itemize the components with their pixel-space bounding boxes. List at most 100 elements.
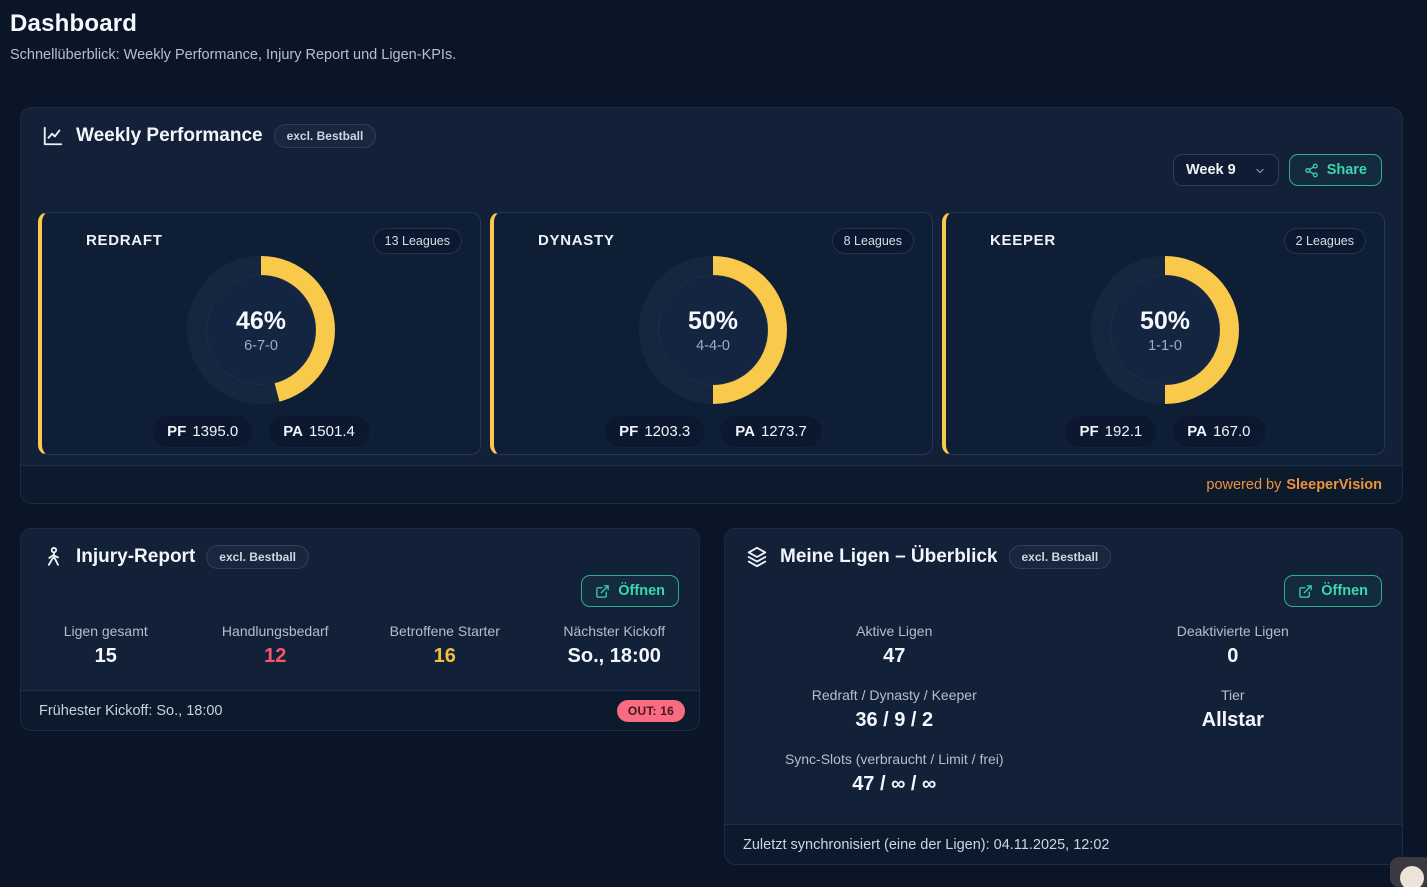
redraft-donut-chart: 46% 6-7-0 — [187, 256, 335, 404]
share-icon — [1304, 163, 1318, 177]
redraft-pa-pill: PA 1501.4 — [267, 415, 371, 448]
dynasty-donut-chart: 50% 4-4-0 — [639, 256, 787, 404]
redraft-pf-value: 1395.0 — [192, 423, 239, 440]
keeper-pf-pill: PF 192.1 — [1063, 415, 1159, 448]
redraft-win-percent: 46% — [235, 306, 287, 335]
stat-handlungsbedarf-label: Handlungsbedarf — [221, 623, 329, 639]
keeper-pa-pill: PA 167.0 — [1171, 415, 1267, 448]
injury-bestball-badge: excl. Bestball — [206, 545, 309, 569]
stat-naechster-kickoff-value: So., 18:00 — [567, 645, 661, 667]
weekly-card-header: Weekly Performance excl. Bestball — [21, 108, 1402, 148]
external-link-icon — [596, 584, 610, 598]
stat-sync-slots-label: Sync-Slots (verbraucht / Limit / frei) — [784, 751, 1004, 767]
stat-empty-cell — [1064, 751, 1403, 796]
stat-naechster-kickoff-label: Nächster Kickoff — [563, 623, 666, 639]
stat-tier-label: Tier — [1220, 687, 1245, 703]
stat-league-type-split: Redraft / Dynasty / Keeper 36 / 9 / 2 — [725, 687, 1064, 732]
tile-keeper-leagues-badge: 2 Leagues — [1283, 228, 1366, 254]
external-link-icon — [1299, 584, 1313, 598]
pf-label: PF — [1079, 423, 1099, 440]
keeper-record: 1-1-0 — [1148, 337, 1182, 354]
leagues-open-label: Öffnen — [1321, 583, 1368, 599]
injury-stats: Ligen gesamt 15 Handlungsbedarf 12 Betro… — [21, 623, 699, 668]
dynasty-record: 4-4-0 — [696, 337, 730, 354]
redraft-pa-value: 1501.4 — [308, 423, 355, 440]
keeper-pa-value: 167.0 — [1212, 423, 1251, 440]
page-subtitle: Schnellüberblick: Weekly Performance, In… — [10, 47, 457, 63]
keeper-pf-value: 192.1 — [1104, 423, 1143, 440]
stat-betroffene-starter-label: Betroffene Starter — [389, 623, 500, 639]
stat-deaktivierte-ligen-value: 0 — [1227, 645, 1239, 667]
stat-league-type-split-value: 36 / 9 / 2 — [855, 709, 934, 731]
injury-open-label: Öffnen — [618, 583, 665, 599]
tile-redraft: REDRAFT 13 Leagues 46% 6-7-0 PF 1395.0 P… — [38, 212, 481, 455]
dynasty-win-percent: 50% — [687, 306, 739, 335]
out-count-badge: OUT: 16 — [616, 699, 685, 722]
pa-label: PA — [1187, 423, 1207, 440]
dynasty-pf-pill: PF 1203.3 — [603, 415, 707, 448]
page-title: Dashboard — [10, 10, 138, 37]
floating-widget-avatar — [1400, 866, 1424, 887]
stat-handlungsbedarf-value: 12 — [264, 645, 287, 667]
floating-widget-button[interactable] — [1390, 857, 1427, 887]
redraft-pf-pill: PF 1395.0 — [151, 415, 255, 448]
earliest-kickoff-text: Frühester Kickoff: So., 18:00 — [39, 702, 223, 719]
stat-league-type-split-label: Redraft / Dynasty / Keeper — [811, 687, 977, 703]
tile-keeper-name: KEEPER — [990, 232, 1056, 249]
pf-label: PF — [619, 423, 639, 440]
stat-betroffene-starter-value: 16 — [433, 645, 456, 667]
stat-ligen-gesamt: Ligen gesamt 15 — [21, 623, 191, 668]
tile-dynasty: DYNASTY 8 Leagues 50% 4-4-0 PF 1203.3 PA — [490, 212, 933, 455]
chevron-down-icon — [1254, 164, 1266, 176]
stat-aktive-ligen-value: 47 — [883, 645, 906, 667]
pa-label: PA — [283, 423, 303, 440]
stat-naechster-kickoff: Nächster Kickoff So., 18:00 — [530, 623, 700, 668]
keeper-win-percent: 50% — [1139, 306, 1191, 335]
powered-by-label: powered by — [1206, 476, 1282, 493]
last-sync-text: Zuletzt synchronisiert (eine der Ligen):… — [743, 836, 1110, 853]
injury-open-button[interactable]: Öffnen — [581, 575, 679, 607]
stat-betroffene-starter: Betroffene Starter 16 — [360, 623, 530, 668]
stat-sync-slots: Sync-Slots (verbraucht / Limit / frei) 4… — [725, 751, 1064, 796]
keeper-donut-chart: 50% 1-1-0 — [1091, 256, 1239, 404]
stat-tier-value: Allstar — [1201, 709, 1264, 731]
page-header: Dashboard Schnellüberblick: Weekly Perfo… — [0, 0, 1427, 63]
week-selector-value: Week 9 — [1185, 162, 1236, 178]
performance-tiles: REDRAFT 13 Leagues 46% 6-7-0 PF 1395.0 P… — [21, 212, 1402, 455]
share-button[interactable]: Share — [1288, 154, 1382, 186]
dynasty-pf-value: 1203.3 — [644, 423, 691, 440]
week-selector[interactable]: Week 9 — [1172, 154, 1279, 186]
injury-card-footer: Frühester Kickoff: So., 18:00 OUT: 16 — [21, 690, 699, 730]
leagues-card-footer: Zuletzt synchronisiert (eine der Ligen):… — [725, 824, 1402, 864]
tile-keeper: KEEPER 2 Leagues 50% 1-1-0 PF 192.1 PA — [942, 212, 1385, 455]
leagues-overview-card: Meine Ligen – Überblick excl. Bestball Ö… — [724, 528, 1403, 865]
tile-redraft-leagues-badge: 13 Leagues — [372, 228, 462, 254]
tile-redraft-name: REDRAFT — [86, 232, 163, 249]
stat-sync-slots-value: 47 / ∞ / ∞ — [852, 773, 937, 795]
leagues-bestball-badge: excl. Bestball — [1008, 545, 1112, 569]
layers-icon — [745, 545, 769, 569]
pa-label: PA — [735, 423, 755, 440]
injured-person-icon — [41, 545, 65, 569]
line-chart-icon — [41, 124, 65, 148]
stat-aktive-ligen-label: Aktive Ligen — [856, 623, 933, 639]
injury-report-card: Injury-Report excl. Bestball Öffnen Lige… — [20, 528, 700, 731]
dynasty-pa-value: 1273.7 — [760, 423, 807, 440]
weekly-performance-card: Weekly Performance excl. Bestball Week 9… — [20, 107, 1403, 504]
leagues-open-button[interactable]: Öffnen — [1284, 575, 1382, 607]
dynasty-pa-pill: PA 1273.7 — [719, 415, 823, 448]
redraft-record: 6-7-0 — [244, 337, 278, 354]
weekly-bestball-badge: excl. Bestball — [273, 124, 377, 148]
tile-dynasty-name: DYNASTY — [538, 232, 615, 249]
stat-deaktivierte-ligen-label: Deaktivierte Ligen — [1176, 623, 1289, 639]
tile-dynasty-leagues-badge: 8 Leagues — [831, 228, 914, 254]
sleepervision-brand: SleeperVision — [1286, 476, 1382, 493]
pf-label: PF — [167, 423, 187, 440]
leagues-card-title: Meine Ligen – Überblick — [780, 546, 998, 567]
leagues-stats: Aktive Ligen 47 Deaktivierte Ligen 0 Red… — [725, 623, 1402, 796]
stat-ligen-gesamt-value: 15 — [94, 645, 117, 667]
stat-ligen-gesamt-label: Ligen gesamt — [63, 623, 148, 639]
stat-handlungsbedarf: Handlungsbedarf 12 — [191, 623, 361, 668]
powered-by-text: powered by SleeperVision — [1206, 477, 1382, 493]
stat-deaktivierte-ligen: Deaktivierte Ligen 0 — [1064, 623, 1403, 668]
